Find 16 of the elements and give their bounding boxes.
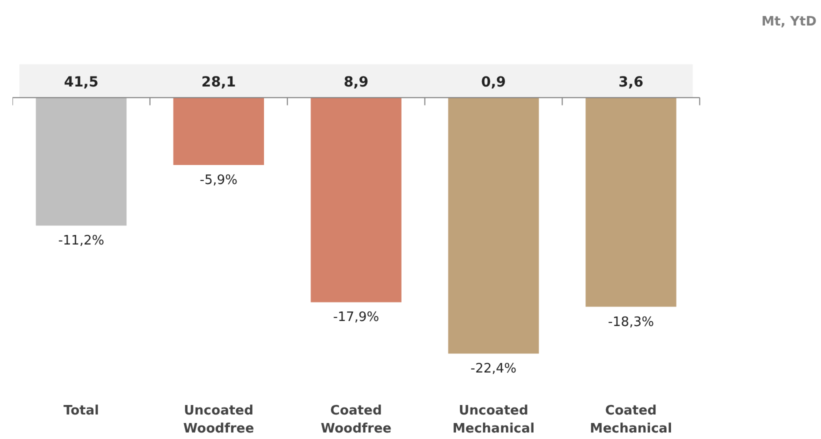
x-tick-label: Coated Mechanical — [590, 404, 672, 436]
text: Mt, YtD — [761, 14, 817, 30]
data-label: -17,9% — [333, 310, 380, 326]
text: 8,9 — [344, 74, 368, 90]
text: 3,6 — [618, 74, 644, 90]
data-label: -18,3% — [608, 314, 654, 330]
x-tick-label: Coated Woodfree — [320, 404, 392, 436]
data-label: -11,2% — [58, 234, 104, 249]
x-tick-label: Total — [63, 404, 99, 418]
x-tick-label: Uncoated Woodfree — [183, 404, 254, 436]
text: 0,9 — [481, 74, 506, 90]
text: 28,1 — [201, 74, 236, 90]
text: 41,5 — [64, 74, 98, 90]
data-label: -5,9% — [200, 173, 238, 188]
data-label: -22,4% — [470, 362, 517, 377]
x-tick-label: Uncoated Mechanical — [452, 404, 535, 436]
